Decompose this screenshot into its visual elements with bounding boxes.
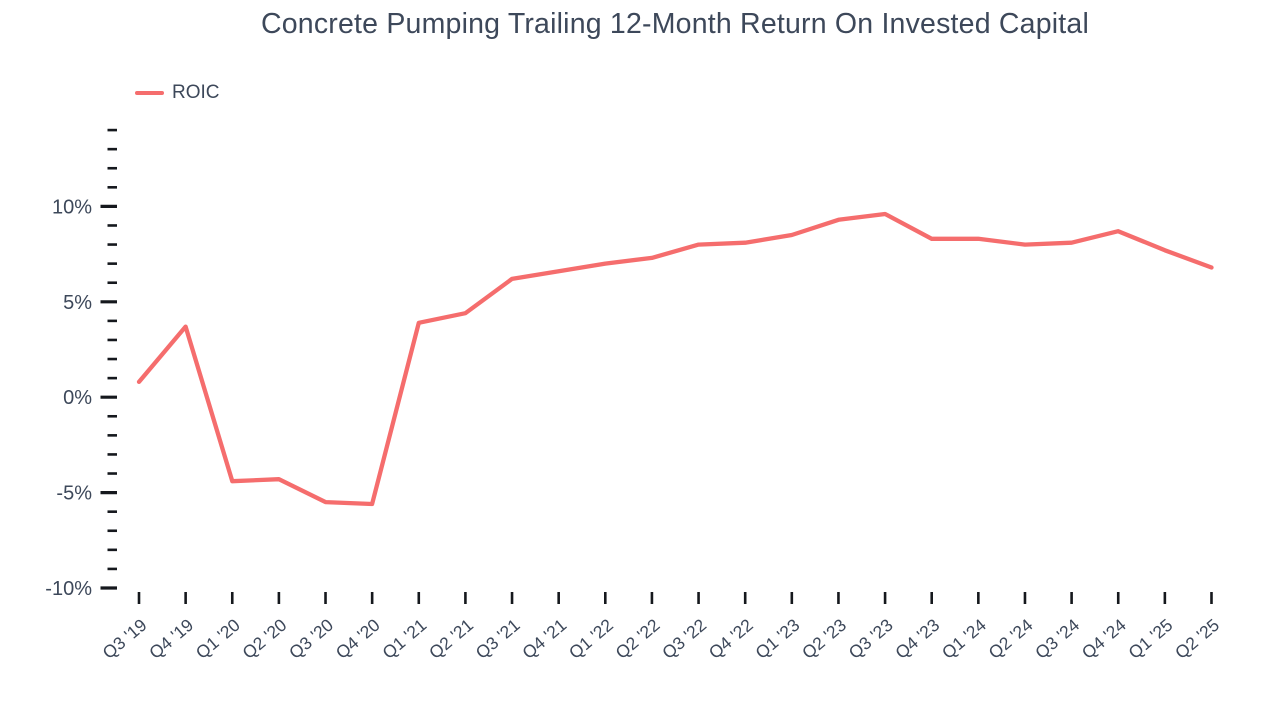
x-axis-tick-label: Q4 '22 xyxy=(705,615,757,663)
y-axis-tick-label: -5% xyxy=(56,483,92,505)
x-axis-tick-label: Q2 '24 xyxy=(985,615,1037,663)
x-axis-tick-label: Q1 '21 xyxy=(378,615,430,663)
y-axis-tick-label: -10% xyxy=(45,578,92,600)
x-axis-tick-label: Q3 '22 xyxy=(658,615,710,663)
x-axis-tick-label: Q1 '22 xyxy=(565,615,617,663)
x-axis-tick-label: Q2 '25 xyxy=(1171,615,1223,663)
x-axis-tick-label: Q1 '20 xyxy=(192,615,244,663)
x-axis-tick-label: Q4 '23 xyxy=(891,615,943,663)
y-axis-tick-label: 5% xyxy=(63,292,92,314)
legend-label-roic: ROIC xyxy=(172,82,220,103)
chart-title: Concrete Pumping Trailing 12-Month Retur… xyxy=(260,8,1090,40)
x-axis-tick-label: Q2 '20 xyxy=(239,615,291,663)
x-axis-tick-label: Q4 '24 xyxy=(1078,615,1130,663)
x-axis-tick-label: Q1 '25 xyxy=(1124,615,1176,663)
x-axis-tick-label: Q3 '23 xyxy=(845,615,897,663)
y-axis: -10% -5% 0% 5% 10% xyxy=(45,128,117,600)
x-axis-tick-label: Q2 '23 xyxy=(798,615,850,663)
x-axis-tick-label: Q4 '19 xyxy=(145,615,197,663)
y-axis-tick-label: 0% xyxy=(63,387,92,409)
series-line-roic xyxy=(136,211,1214,507)
x-axis-tick-label: Q3 '19 xyxy=(99,615,151,663)
x-axis-tick-label: Q2 '21 xyxy=(425,615,477,663)
x-axis-tick-label: Q4 '21 xyxy=(518,615,570,663)
x-axis-tick-label: Q4 '20 xyxy=(332,615,384,663)
x-axis-tick-label: Q3 '24 xyxy=(1031,615,1083,663)
x-axis-tick-label: Q3 '20 xyxy=(285,615,337,663)
x-axis-tick-label: Q1 '23 xyxy=(751,615,803,663)
legend: ROIC xyxy=(135,82,220,104)
x-axis-tick-label: Q3 '21 xyxy=(472,615,524,663)
legend-swatch-roic xyxy=(135,90,164,96)
x-axis-tick-label: Q2 '22 xyxy=(612,615,664,663)
y-axis-tick-label: 10% xyxy=(52,196,92,218)
x-axis-tick-label: Q1 '24 xyxy=(938,615,990,663)
